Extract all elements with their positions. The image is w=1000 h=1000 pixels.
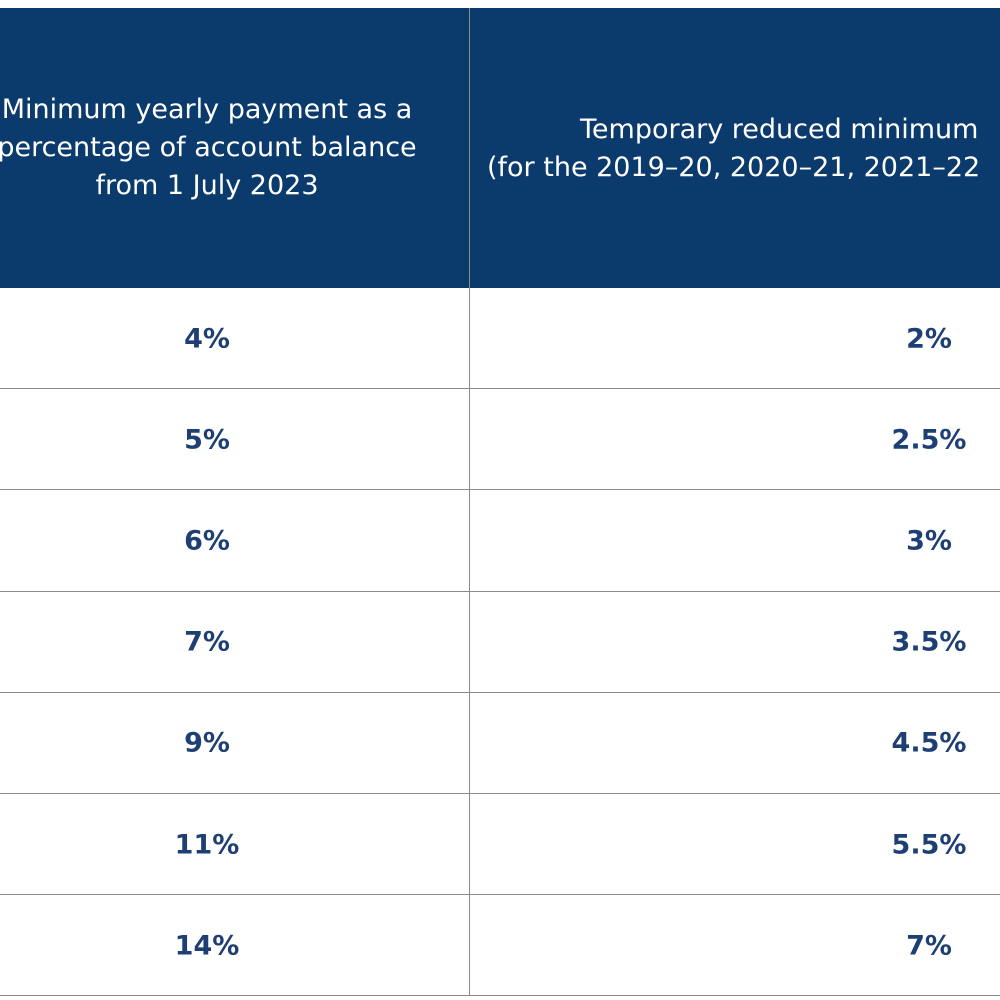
cell-text: 2.5% (891, 424, 967, 456)
column-divider (469, 8, 470, 996)
row (0, 490, 1000, 592)
header-text: Minimum yearly payment as a (1, 94, 413, 125)
header-text: (for the 2019–20, 2020–21, 2021–22 (487, 152, 981, 183)
header-text: from 1 July 2023 (95, 170, 319, 201)
header-cell (0, 8, 469, 288)
cell-text: 4.5% (891, 727, 967, 759)
cell-text: 7% (906, 930, 952, 962)
row (0, 592, 1000, 693)
cell-text: 11% (174, 829, 240, 861)
header-cell (470, 8, 1000, 288)
cell-text: 5% (184, 424, 230, 456)
cell-text: 3% (906, 525, 952, 557)
row (0, 389, 1000, 491)
row (0, 895, 1000, 997)
cell-text: 9% (184, 727, 230, 759)
row (0, 693, 1000, 794)
cell-text: 14% (174, 930, 240, 962)
cell-text: 7% (184, 626, 230, 658)
cell-text: 6% (184, 525, 230, 557)
header-text: Temporary reduced minimum (580, 114, 979, 145)
header-text: percentage of account balance (0, 132, 417, 163)
cell-text: 3.5% (891, 626, 967, 658)
cell-text: 4% (184, 323, 230, 355)
cell-text: 5.5% (891, 829, 967, 861)
row (0, 794, 1000, 896)
row (0, 288, 1000, 390)
cell-text: 2% (906, 323, 952, 355)
